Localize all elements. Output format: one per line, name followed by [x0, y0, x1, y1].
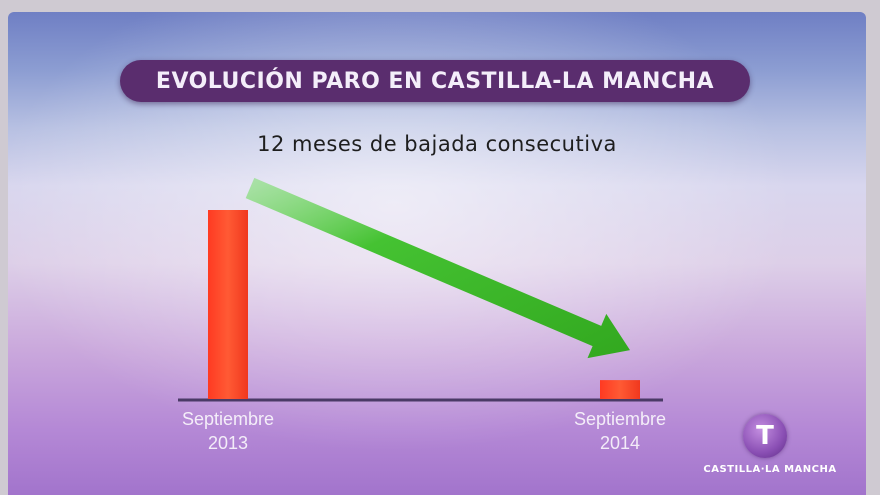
trend-arrow-down: [245, 177, 630, 359]
bar-0: [208, 210, 248, 399]
chart-area: Septiembre 2013 Septiembre 2014: [178, 177, 666, 453]
chart-subtitle: 12 meses de bajada consecutiva: [257, 132, 617, 156]
logo-t-icon: T: [743, 414, 787, 458]
chart-title: EVOLUCIÓN PARO EN CASTILLA-LA MANCHA: [155, 68, 715, 94]
x-tick-label-1-1: 2014: [600, 433, 640, 453]
title-banner: EVOLUCIÓN PARO EN CASTILLA-LA MANCHA: [120, 60, 750, 102]
x-tick-label-0-1: 2013: [208, 433, 248, 453]
x-tick-label-1-0: Septiembre: [574, 409, 666, 429]
x-tick-label-0-0: Septiembre: [182, 409, 274, 429]
logo-text: CASTILLA·LA MANCHA: [703, 464, 837, 475]
tv-screen: EVOLUCIÓN PARO EN CASTILLA-LA MANCHA 12 …: [8, 12, 866, 495]
bar-1: [600, 380, 640, 399]
channel-logo: T CASTILLA·LA MANCHA: [700, 414, 840, 484]
